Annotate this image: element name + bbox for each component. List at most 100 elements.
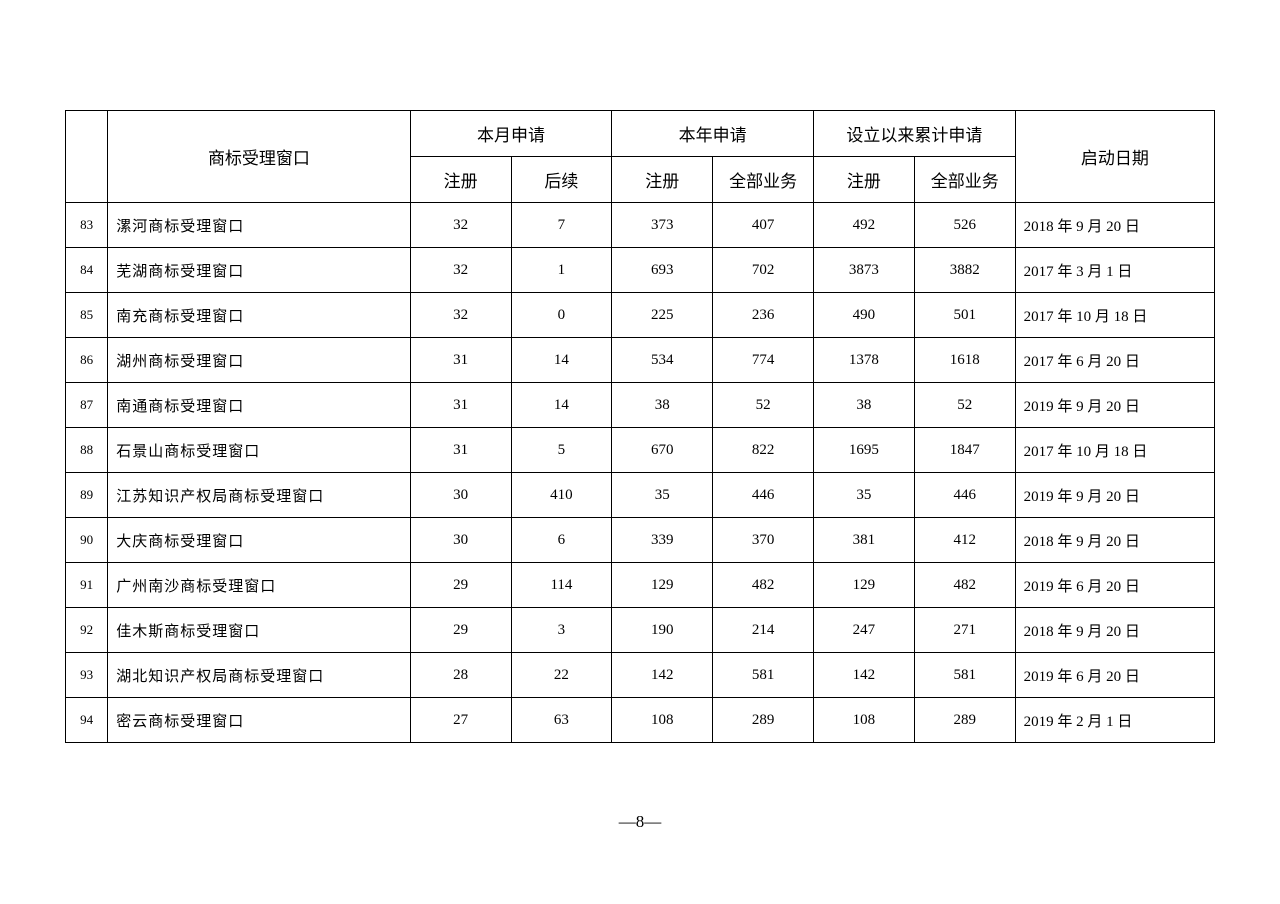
cell-m_reg: 31 — [410, 338, 511, 383]
cell-c_all: 271 — [914, 608, 1015, 653]
cell-name: 密云商标受理窗口 — [108, 698, 410, 743]
cell-name: 漯河商标受理窗口 — [108, 203, 410, 248]
cell-idx: 86 — [66, 338, 108, 383]
cell-c_reg: 1695 — [814, 428, 915, 473]
header-idx — [66, 111, 108, 203]
cell-c_all: 581 — [914, 653, 1015, 698]
cell-name: 南充商标受理窗口 — [108, 293, 410, 338]
cell-name: 江苏知识产权局商标受理窗口 — [108, 473, 410, 518]
cell-m_reg: 30 — [410, 473, 511, 518]
table-row: 91广州南沙商标受理窗口291141294821294822019 年 6 月 … — [66, 563, 1215, 608]
cell-y_reg: 35 — [612, 473, 713, 518]
cell-c_all: 52 — [914, 383, 1015, 428]
table-row: 90大庆商标受理窗口3063393703814122018 年 9 月 20 日 — [66, 518, 1215, 563]
cell-idx: 87 — [66, 383, 108, 428]
cell-m_reg: 28 — [410, 653, 511, 698]
table-row: 87南通商标受理窗口3114385238522019 年 9 月 20 日 — [66, 383, 1215, 428]
table-header: 商标受理窗口 本月申请 本年申请 设立以来累计申请 启动日期 注册 后续 注册 … — [66, 111, 1215, 203]
cell-m_reg: 32 — [410, 248, 511, 293]
cell-m_fu: 63 — [511, 698, 612, 743]
cell-m_reg: 31 — [410, 428, 511, 473]
header-month: 本月申请 — [410, 111, 612, 157]
cell-y_reg: 693 — [612, 248, 713, 293]
cell-c_all: 1847 — [914, 428, 1015, 473]
cell-name: 南通商标受理窗口 — [108, 383, 410, 428]
cell-m_reg: 32 — [410, 203, 511, 248]
cell-m_reg: 27 — [410, 698, 511, 743]
cell-idx: 85 — [66, 293, 108, 338]
cell-c_reg: 108 — [814, 698, 915, 743]
cell-c_all: 1618 — [914, 338, 1015, 383]
table-row: 83漯河商标受理窗口3273734074925262018 年 9 月 20 日 — [66, 203, 1215, 248]
table-row: 94密云商标受理窗口27631082891082892019 年 2 月 1 日 — [66, 698, 1215, 743]
page-number: —8— — [0, 812, 1280, 832]
cell-c_all: 3882 — [914, 248, 1015, 293]
cell-y_all: 370 — [713, 518, 814, 563]
cell-y_all: 482 — [713, 563, 814, 608]
cell-m_fu: 114 — [511, 563, 612, 608]
table-row: 92佳木斯商标受理窗口2931902142472712018 年 9 月 20 … — [66, 608, 1215, 653]
cell-y_reg: 339 — [612, 518, 713, 563]
cell-c_reg: 38 — [814, 383, 915, 428]
cell-y_all: 581 — [713, 653, 814, 698]
cell-y_reg: 129 — [612, 563, 713, 608]
header-cumulative-reg: 注册 — [814, 157, 915, 203]
cell-idx: 84 — [66, 248, 108, 293]
cell-name: 湖州商标受理窗口 — [108, 338, 410, 383]
header-startdate: 启动日期 — [1015, 111, 1214, 203]
cell-name: 大庆商标受理窗口 — [108, 518, 410, 563]
cell-y_all: 289 — [713, 698, 814, 743]
cell-y_reg: 534 — [612, 338, 713, 383]
trademark-table: 商标受理窗口 本月申请 本年申请 设立以来累计申请 启动日期 注册 后续 注册 … — [65, 110, 1215, 743]
cell-c_all: 526 — [914, 203, 1015, 248]
cell-idx: 88 — [66, 428, 108, 473]
cell-c_all: 412 — [914, 518, 1015, 563]
cell-m_fu: 22 — [511, 653, 612, 698]
cell-idx: 94 — [66, 698, 108, 743]
cell-name: 佳木斯商标受理窗口 — [108, 608, 410, 653]
table-row: 86湖州商标受理窗口3114534774137816182017 年 6 月 2… — [66, 338, 1215, 383]
cell-c_reg: 490 — [814, 293, 915, 338]
cell-date: 2017 年 10 月 18 日 — [1015, 428, 1214, 473]
header-year: 本年申请 — [612, 111, 814, 157]
cell-y_all: 407 — [713, 203, 814, 248]
cell-y_reg: 670 — [612, 428, 713, 473]
cell-date: 2019 年 9 月 20 日 — [1015, 473, 1214, 518]
cell-y_all: 52 — [713, 383, 814, 428]
cell-y_reg: 108 — [612, 698, 713, 743]
cell-date: 2019 年 6 月 20 日 — [1015, 563, 1214, 608]
cell-y_all: 236 — [713, 293, 814, 338]
table-row: 88石景山商标受理窗口315670822169518472017 年 10 月 … — [66, 428, 1215, 473]
cell-y_reg: 225 — [612, 293, 713, 338]
cell-y_all: 446 — [713, 473, 814, 518]
cell-c_reg: 247 — [814, 608, 915, 653]
cell-m_fu: 14 — [511, 383, 612, 428]
cell-date: 2018 年 9 月 20 日 — [1015, 608, 1214, 653]
cell-c_reg: 492 — [814, 203, 915, 248]
cell-y_reg: 38 — [612, 383, 713, 428]
cell-c_all: 446 — [914, 473, 1015, 518]
header-month-followup: 后续 — [511, 157, 612, 203]
cell-name: 广州南沙商标受理窗口 — [108, 563, 410, 608]
cell-name: 芜湖商标受理窗口 — [108, 248, 410, 293]
cell-m_fu: 0 — [511, 293, 612, 338]
cell-m_fu: 6 — [511, 518, 612, 563]
cell-name: 湖北知识产权局商标受理窗口 — [108, 653, 410, 698]
cell-y_reg: 142 — [612, 653, 713, 698]
cell-m_reg: 30 — [410, 518, 511, 563]
table-body: 83漯河商标受理窗口3273734074925262018 年 9 月 20 日… — [66, 203, 1215, 743]
cell-m_reg: 29 — [410, 608, 511, 653]
cell-date: 2019 年 9 月 20 日 — [1015, 383, 1214, 428]
cell-date: 2019 年 6 月 20 日 — [1015, 653, 1214, 698]
cell-y_all: 822 — [713, 428, 814, 473]
cell-idx: 92 — [66, 608, 108, 653]
cell-date: 2018 年 9 月 20 日 — [1015, 518, 1214, 563]
cell-y_all: 214 — [713, 608, 814, 653]
cell-date: 2017 年 3 月 1 日 — [1015, 248, 1214, 293]
cell-c_all: 289 — [914, 698, 1015, 743]
cell-m_fu: 3 — [511, 608, 612, 653]
cell-m_fu: 410 — [511, 473, 612, 518]
cell-idx: 89 — [66, 473, 108, 518]
header-year-allbiz: 全部业务 — [713, 157, 814, 203]
cell-name: 石景山商标受理窗口 — [108, 428, 410, 473]
